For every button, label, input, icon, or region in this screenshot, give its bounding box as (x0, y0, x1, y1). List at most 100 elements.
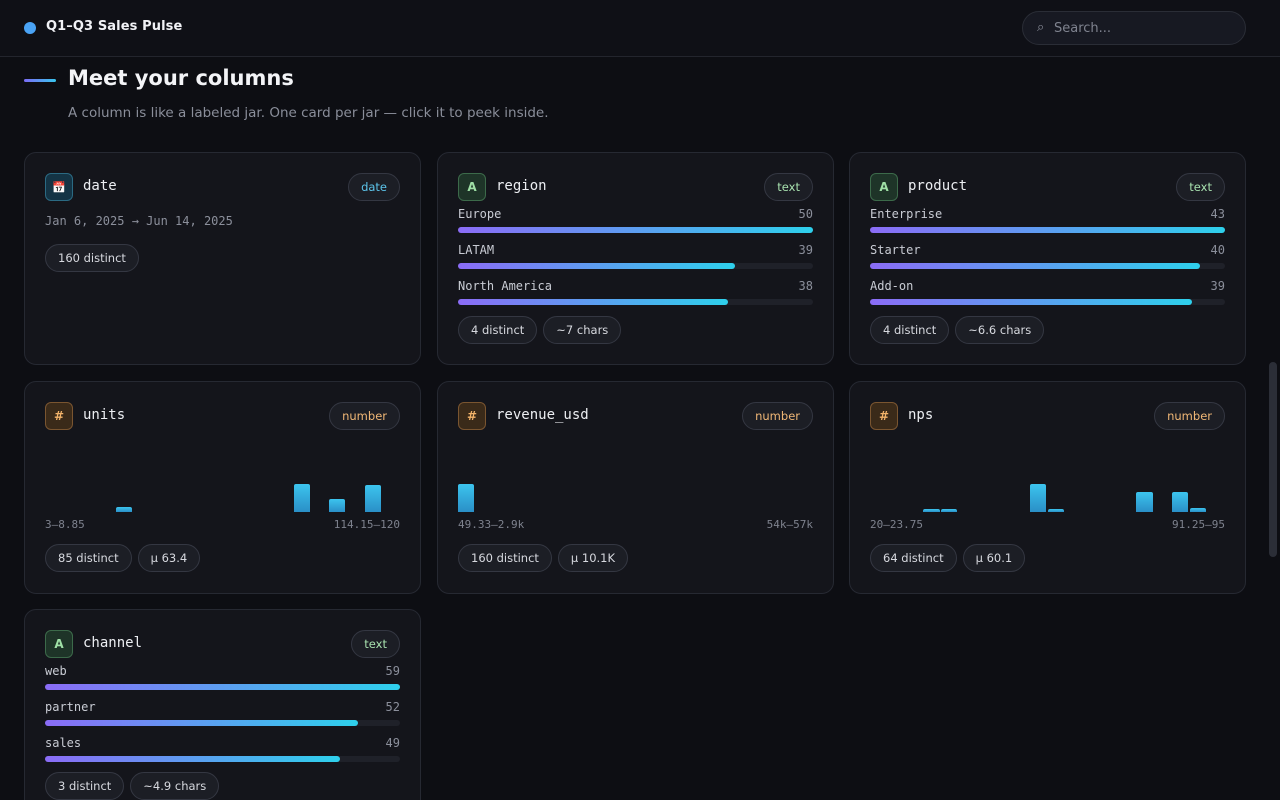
bar-label: North America (458, 279, 552, 293)
bar-label: Starter (870, 243, 921, 257)
number-type-icon: # (458, 402, 486, 430)
column-name: channel (83, 635, 143, 651)
bar-track (45, 756, 400, 762)
stat-chips: 3 distinct ~4.9 chars (45, 772, 220, 800)
value-bar-row: Enterprise 43 (870, 207, 1225, 239)
bar-track (458, 263, 813, 269)
bar-fill (45, 756, 340, 762)
histogram-bar (116, 506, 133, 512)
search-input[interactable] (1054, 18, 1234, 38)
column-card-revenue-usd[interactable]: # revenue_usd number 49.33–2.9k 54k–57k … (437, 381, 834, 594)
value-bar-row: Starter 40 (870, 243, 1225, 275)
bar-label: LATAM (458, 243, 495, 257)
bar-label: Add-on (870, 279, 914, 293)
calendar-icon: 📅 (45, 173, 73, 201)
bar-count: 38 (798, 279, 813, 293)
column-name: product (908, 178, 968, 194)
stat-chips: 160 distinct (45, 244, 139, 272)
bar-count: 50 (798, 207, 813, 221)
text-type-icon: A (45, 630, 73, 658)
bar-track (45, 684, 400, 690)
value-bar-row: Europe 50 (458, 207, 813, 239)
stat-chips: 4 distinct ~6.6 chars (870, 316, 1045, 344)
type-badge: number (742, 402, 813, 430)
text-type-icon: A (870, 173, 898, 201)
bar-fill (45, 684, 400, 690)
bar-count: 59 (385, 664, 400, 678)
stat-chip: ~6.6 chars (955, 316, 1045, 344)
bar-track (870, 299, 1225, 305)
stat-chip: 160 distinct (45, 244, 139, 272)
stat-chip: ~4.9 chars (130, 772, 220, 800)
column-card-channel[interactable]: A channel text web 59 partner 52 sales 4… (24, 609, 421, 800)
bar-fill (870, 227, 1225, 233)
histogram-bar (1047, 508, 1064, 512)
histogram-bar (364, 485, 381, 512)
histogram-bar (329, 499, 346, 512)
bar-label: Enterprise (870, 207, 943, 221)
bar-fill (458, 227, 813, 233)
section-title: Meet your columns (68, 66, 294, 90)
column-card-product[interactable]: A product text Enterprise 43 Starter 40 … (849, 152, 1246, 365)
type-badge: date (348, 173, 400, 201)
number-type-icon: # (45, 402, 73, 430)
top-bar: Q1–Q3 Sales Pulse ⌕ (0, 0, 1280, 57)
bar-count: 52 (385, 700, 400, 714)
type-badge: number (329, 402, 400, 430)
stat-chip: 85 distinct (45, 544, 132, 572)
range-max-label: 91.25–95 (1172, 518, 1225, 531)
bar-label: Europe (458, 207, 502, 221)
column-card-date[interactable]: 📅 date date Jan 6, 2025 → Jun 14, 2025 1… (24, 152, 421, 365)
type-badge: text (351, 630, 400, 658)
bar-count: 39 (1210, 279, 1225, 293)
histogram (45, 478, 400, 512)
stat-chip: 3 distinct (45, 772, 125, 800)
search-box[interactable]: ⌕ (1022, 11, 1246, 45)
bar-fill (870, 263, 1201, 269)
histogram (458, 478, 813, 512)
stat-chips: 4 distinct ~7 chars (458, 316, 622, 344)
bar-fill (458, 299, 728, 305)
bar-fill (458, 263, 735, 269)
column-name: nps (908, 407, 934, 423)
text-type-icon: A (458, 173, 486, 201)
range-min-label: 49.33–2.9k (458, 518, 525, 531)
stat-chips: 160 distinct µ 10.1K (458, 544, 629, 572)
bar-label: sales (45, 736, 82, 750)
stat-chip: µ 60.1 (962, 544, 1026, 572)
bar-track (870, 227, 1225, 233)
histogram-bar (1029, 484, 1046, 512)
bar-fill (45, 720, 358, 726)
scrollbar-thumb[interactable] (1269, 362, 1277, 557)
bar-count: 43 (1210, 207, 1225, 221)
bar-track (458, 299, 813, 305)
value-bar-row: partner 52 (45, 700, 400, 732)
histogram-bar (293, 484, 310, 512)
bar-track (458, 227, 813, 233)
column-card-nps[interactable]: # nps number 20–23.75 91.25–95 64 distin… (849, 381, 1246, 594)
section-subtitle: A column is like a labeled jar. One card… (68, 105, 549, 121)
value-bar-row: web 59 (45, 664, 400, 696)
stat-chip: µ 63.4 (137, 544, 201, 572)
stat-chip: 160 distinct (458, 544, 552, 572)
stat-chips: 85 distinct µ 63.4 (45, 544, 201, 572)
section-accent-line (24, 79, 56, 82)
histogram-bar (941, 509, 958, 512)
bar-track (870, 263, 1225, 269)
bar-track (45, 720, 400, 726)
value-bar-row: sales 49 (45, 736, 400, 768)
type-badge: number (1154, 402, 1225, 430)
brand-dot-icon (24, 22, 36, 34)
range-min-label: 20–23.75 (870, 518, 923, 531)
stat-chip: 64 distinct (870, 544, 957, 572)
column-card-units[interactable]: # units number 3–8.85 114.15–120 85 dist… (24, 381, 421, 594)
search-icon: ⌕ (1037, 20, 1045, 35)
stat-chip: µ 10.1K (557, 544, 629, 572)
range-max-label: 54k–57k (766, 518, 813, 531)
column-card-region[interactable]: A region text Europe 50 LATAM 39 North A… (437, 152, 834, 365)
column-name: revenue_usd (496, 407, 589, 423)
histogram-bar (1171, 492, 1188, 512)
histogram-bar (1136, 492, 1153, 512)
stat-chip: 4 distinct (458, 316, 538, 344)
type-badge: text (764, 173, 813, 201)
